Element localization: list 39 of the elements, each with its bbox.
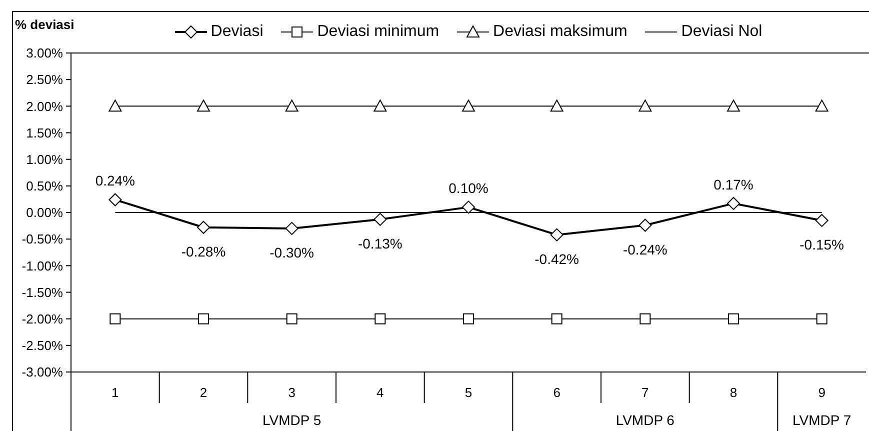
y-tick-label: -0.50%	[22, 232, 64, 247]
data-label: 0.10%	[448, 180, 488, 196]
x-tick-label: 7	[642, 385, 649, 400]
data-label: -0.13%	[358, 235, 402, 252]
y-tick-label: 2.00%	[26, 98, 64, 114]
text: LVMDP 6	[616, 412, 675, 428]
y-tick-label: 3.00%	[26, 46, 64, 61]
x-tick-label: 6	[553, 385, 560, 400]
x-tick-label: 2	[200, 385, 208, 400]
x-tick-label: 5	[464, 385, 472, 400]
legend-label: Deviasi maksimum	[493, 23, 628, 41]
x-tick-label: 1	[112, 385, 119, 400]
data-label: -0.30%	[270, 244, 314, 260]
y-tick-label: 0.50%	[26, 178, 64, 194]
y-axis-title: % deviasi	[15, 17, 74, 32]
x-tick-label: 3	[288, 385, 296, 400]
legend-label: Deviasi Nol	[681, 23, 762, 41]
x-tick-label: 4	[376, 385, 384, 400]
y-tick-label: 1.50%	[26, 125, 64, 140]
data-label: -0.15%	[800, 236, 844, 252]
text: LVMDP 5	[262, 412, 322, 428]
data-label: -0.42%	[534, 250, 580, 267]
data-label: -0.24%	[622, 241, 668, 258]
y-tick-label: -3.00%	[22, 364, 64, 380]
legend-label: Deviasi	[210, 23, 264, 41]
y-tick-label: 0.00%	[26, 205, 64, 220]
y-tick-label: -1.50%	[22, 284, 64, 300]
x-tick-label: 9	[818, 385, 826, 400]
legend-label: Deviasi minimum	[317, 23, 440, 41]
y-tick-label: 2.50%	[26, 72, 64, 88]
y-tick-label: -1.00%	[22, 258, 64, 274]
y-tick-label: 1.00%	[26, 152, 64, 167]
data-label: -0.28%	[181, 243, 226, 260]
data-label: 0.17%	[714, 176, 754, 192]
y-tick-label: -2.50%	[22, 338, 64, 354]
text: LVMDP 7	[792, 412, 852, 428]
y-tick-label: -2.00%	[22, 311, 64, 326]
x-tick-label: 8	[730, 385, 738, 400]
data-label: 0.24%	[95, 172, 136, 189]
